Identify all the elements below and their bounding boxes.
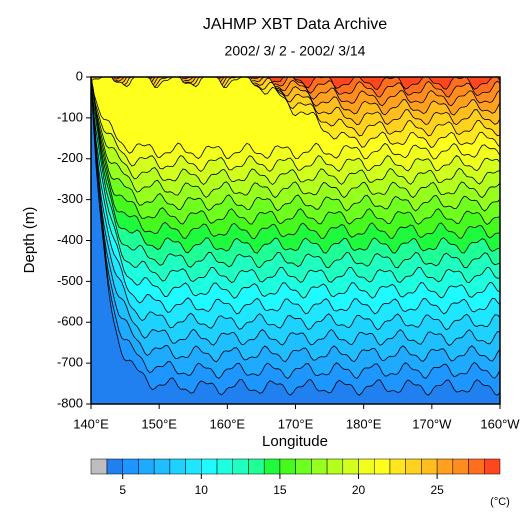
- colorbar-box: [452, 458, 469, 475]
- colorbar-tick-label: 25: [430, 483, 444, 497]
- y-tick-label: -500: [57, 273, 83, 288]
- colorbar-box: [421, 458, 438, 475]
- contour-line: [90, 76, 501, 380]
- colorbar-box: [295, 458, 312, 475]
- contour-line: [90, 81, 501, 284]
- contour-line: [90, 76, 501, 148]
- colorbar-box: [153, 458, 171, 475]
- contour-line: [90, 76, 501, 137]
- colorbar-box: [263, 458, 281, 475]
- colorbar-tick-label: 20: [352, 483, 366, 497]
- colorbar-tick-label: 15: [273, 483, 287, 497]
- contour-line: [90, 77, 501, 299]
- colorbar-box: [405, 458, 422, 475]
- y-tick-label: -800: [57, 395, 83, 410]
- y-tick-label: -200: [57, 150, 83, 165]
- x-tick-label: 170°E: [278, 416, 314, 431]
- colorbar-box: [389, 458, 406, 475]
- colorbar-box: [468, 458, 485, 475]
- contour-line: [90, 76, 501, 199]
- colorbar-box: [342, 458, 359, 475]
- x-axis-label: Longitude: [262, 433, 328, 450]
- contour-line: [90, 76, 501, 212]
- colorbar-under: [90, 458, 108, 475]
- y-axis-label: Depth (m): [21, 207, 38, 274]
- contour-line: [90, 78, 501, 396]
- colorbar-box: [358, 458, 375, 475]
- y-tick-label: -100: [57, 109, 83, 124]
- y-tick-label: -400: [57, 232, 83, 247]
- contour-line: [90, 82, 501, 173]
- chart-title: JAHMP XBT Data Archive: [203, 16, 387, 33]
- colorbar-box: [373, 458, 391, 475]
- colorbar-box: [185, 458, 202, 475]
- colorbar-tick-label: 10: [195, 483, 209, 497]
- contour-line: [90, 76, 501, 240]
- colorbar-box: [326, 458, 344, 475]
- colorbar-box: [106, 458, 123, 475]
- chart-subtitle: 2002/ 3/ 2 - 2002/ 3/14: [225, 43, 366, 59]
- x-tick-label: 140°E: [73, 416, 109, 431]
- colorbar-tick-label: 5: [119, 483, 126, 497]
- x-tick-label: 170°W: [412, 416, 452, 431]
- colorbar-box: [279, 458, 296, 475]
- colorbar-box: [436, 458, 454, 475]
- contour-line: [90, 76, 501, 363]
- colorbar-box: [216, 458, 234, 475]
- contour-line: [90, 76, 501, 315]
- contour-line: [90, 83, 501, 160]
- colorbar-box: [169, 458, 186, 475]
- y-tick-label: -700: [57, 355, 83, 370]
- y-tick-label: 0: [76, 68, 83, 83]
- contour-line: [90, 84, 501, 269]
- contour-band: [91, 78, 500, 405]
- colorbar-box: [201, 458, 218, 475]
- x-tick-label: 160°W: [480, 416, 520, 431]
- colorbar-box: [232, 458, 249, 475]
- contour-line: [90, 76, 500, 346]
- colorbar-box: [311, 458, 328, 475]
- colorbar-box: [248, 458, 265, 475]
- contour-line: [90, 77, 501, 186]
- x-tick-label: 150°E: [141, 416, 177, 431]
- contour-line: [90, 76, 501, 331]
- colorbar-unit: (°C): [490, 496, 510, 508]
- x-tick-label: 180°E: [346, 416, 382, 431]
- contour-band: [91, 77, 500, 404]
- colorbar-box: [122, 458, 139, 475]
- contour-line: [90, 76, 501, 226]
- y-tick-label: -300: [57, 191, 83, 206]
- colorbar-box: [138, 458, 155, 475]
- x-tick-label: 160°E: [210, 416, 246, 431]
- colorbar-box: [484, 458, 501, 475]
- y-tick-label: -600: [57, 314, 83, 329]
- contour-line: [90, 82, 500, 254]
